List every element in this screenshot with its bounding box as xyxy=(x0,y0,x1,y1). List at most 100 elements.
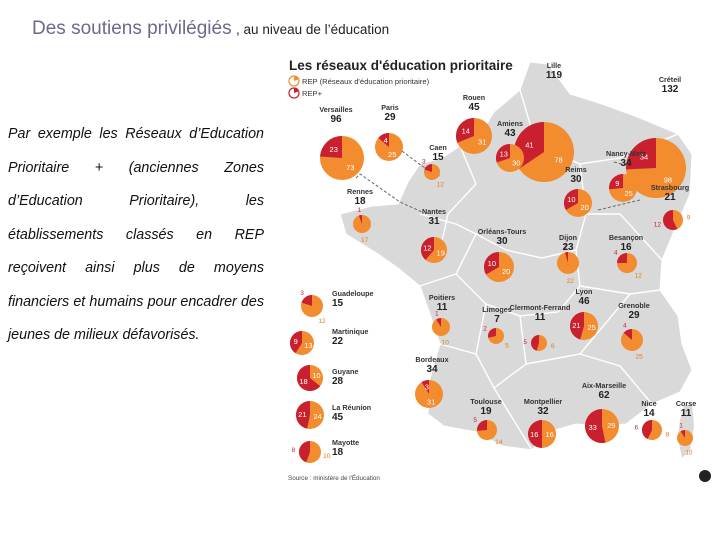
academy-total: 32 xyxy=(537,406,549,417)
pie-strasbourg-rep-plus-value: 12 xyxy=(654,222,662,229)
pie-aix-marseille-rep-value: 29 xyxy=(607,421,615,430)
pie-besancon-rep-plus-slice xyxy=(617,253,627,263)
overseas-total: 15 xyxy=(332,298,344,309)
academy-name: Caen xyxy=(429,143,447,152)
overseas-name: Guyane xyxy=(332,367,358,376)
map-legend: REP (Réseaux d'éducation prioritaire) REP… xyxy=(288,75,430,99)
pie-corse-rep-value: 10 xyxy=(685,449,693,456)
pie-versailles-rep-plus-slice xyxy=(320,136,342,158)
pie-guyane-rep-plus-value: 18 xyxy=(299,377,307,386)
academy-name: Créteil xyxy=(659,75,681,84)
pie-rouen-rep-value: 31 xyxy=(478,138,486,147)
pie-aix-marseille-rep-plus-slice xyxy=(585,409,606,443)
pie-creteil-rep-plus-value: 34 xyxy=(640,153,648,162)
pie-montpellier-rep-plus-value: 16 xyxy=(530,430,538,439)
pie-strasbourg-rep-plus-slice xyxy=(663,210,678,230)
pie-clermont-ferrand: 56 xyxy=(523,335,555,351)
publisher-logo xyxy=(699,470,711,482)
pie-la-reunion-rep-plus-slice xyxy=(296,401,310,429)
academy-total: 31 xyxy=(428,216,440,227)
pie-caen: 3 12 xyxy=(422,159,444,189)
pie-corse-rep-plus-value: 1 xyxy=(679,423,683,430)
pie-la-reunion: 21 24 xyxy=(296,401,324,429)
academy-name: Orléans-Tours xyxy=(478,227,527,236)
academy-total: 11 xyxy=(681,408,692,419)
france-mainland-shape xyxy=(339,61,693,451)
academy-name: Grenoble xyxy=(618,301,650,310)
pie-caen-rep-plus-slice xyxy=(424,164,432,172)
pie-besancon-rep-plus-value: 4 xyxy=(614,250,618,257)
pie-nantes-rep-plus-value: 12 xyxy=(423,244,431,253)
pie-rennes-rep-value: 17 xyxy=(361,237,369,244)
pie-grenoble: 4 25 xyxy=(621,323,643,360)
pie-clermont-ferrand-rep-plus-value: 5 xyxy=(523,339,527,346)
map-source: Source : ministère de l'Éducation xyxy=(288,473,380,482)
pie-martinique-rep-plus-value: 9 xyxy=(294,337,298,346)
slide-title: Des soutiens privilégiés , au niveau de … xyxy=(32,18,389,40)
pie-guadeloupe-rep-plus-slice xyxy=(301,295,312,306)
pie-paris-rep-value: 25 xyxy=(388,150,396,159)
pie-dijon: 1 22 xyxy=(557,244,579,285)
academy-name: Paris xyxy=(381,103,399,112)
pie-orleans-tours-rep-value: 20 xyxy=(502,267,510,276)
academy-total: 11 xyxy=(437,302,448,313)
pie-nice: 68 xyxy=(635,420,670,440)
academy-name: Strasbourg xyxy=(651,183,689,192)
pie-guadeloupe-rep-value: 12 xyxy=(318,318,326,325)
legend-item-0: REP (Réseaux d'éducation prioritaire) xyxy=(288,75,430,87)
academy-total: 29 xyxy=(628,310,640,321)
academy-name: Montpellier xyxy=(524,397,563,406)
pie-poitiers: 1 10 xyxy=(432,311,450,346)
academy-total: 43 xyxy=(504,128,516,139)
pie-dijon-rep-plus-slice xyxy=(565,252,568,263)
pie-nancy-metz-rep-plus-value: 9 xyxy=(615,179,619,188)
pie-bordeaux-rep-plus-slice xyxy=(421,380,429,394)
pie-mayotte: 8 10 xyxy=(291,441,331,463)
pie-toulouse-rep-plus-slice xyxy=(477,420,487,431)
pie-limoges-rep-plus-value: 2 xyxy=(483,325,487,332)
academy-total: 45 xyxy=(468,102,480,113)
academy-total: 96 xyxy=(330,114,342,125)
pie-aix-marseille: 33 29 xyxy=(585,409,619,443)
academy-name: Poitiers xyxy=(429,293,455,302)
pie-limoges-rep-plus-slice xyxy=(488,328,496,338)
academy-total: 16 xyxy=(620,242,632,253)
pie-paris: 425 xyxy=(375,133,403,161)
pie-orleans-tours: 10 20 xyxy=(484,252,514,282)
pie-creteil: 34 98 xyxy=(626,138,686,198)
legend-swatch xyxy=(294,76,299,81)
academy-name: Besançon xyxy=(609,233,643,242)
title-main: Des soutiens privilégiés xyxy=(32,18,232,39)
pie-orleans-tours-rep-plus-slice xyxy=(484,252,499,275)
pie-mayotte-rep-plus-value: 8 xyxy=(291,447,295,454)
pie-nantes-rep-plus-slice xyxy=(421,237,434,260)
pie-corse-rep-plus-slice xyxy=(680,430,685,438)
pie-paris-rep-plus-slice xyxy=(378,133,389,147)
pie-besancon-rep-value: 12 xyxy=(635,272,643,279)
title-suffix: , au niveau de l’éducation xyxy=(236,22,390,37)
pie-clermont-ferrand-rep-value: 6 xyxy=(551,343,555,350)
pie-toulouse-rep-value: 14 xyxy=(495,439,503,446)
pie-martinique-rep-plus-slice xyxy=(290,331,302,354)
pie-clermont-ferrand-rep-plus-slice xyxy=(531,335,539,351)
pie-martinique-rep-value: 13 xyxy=(304,341,312,350)
pie-martinique: 9 13 xyxy=(290,331,314,355)
pie-nantes: 12 19 xyxy=(421,237,447,263)
pie-nancy-metz-rep-value: 25 xyxy=(625,189,633,198)
academy-total: 34 xyxy=(426,364,438,375)
pie-toulouse: 5 14 xyxy=(473,417,502,446)
pie-montpellier-rep-value: 16 xyxy=(546,430,554,439)
